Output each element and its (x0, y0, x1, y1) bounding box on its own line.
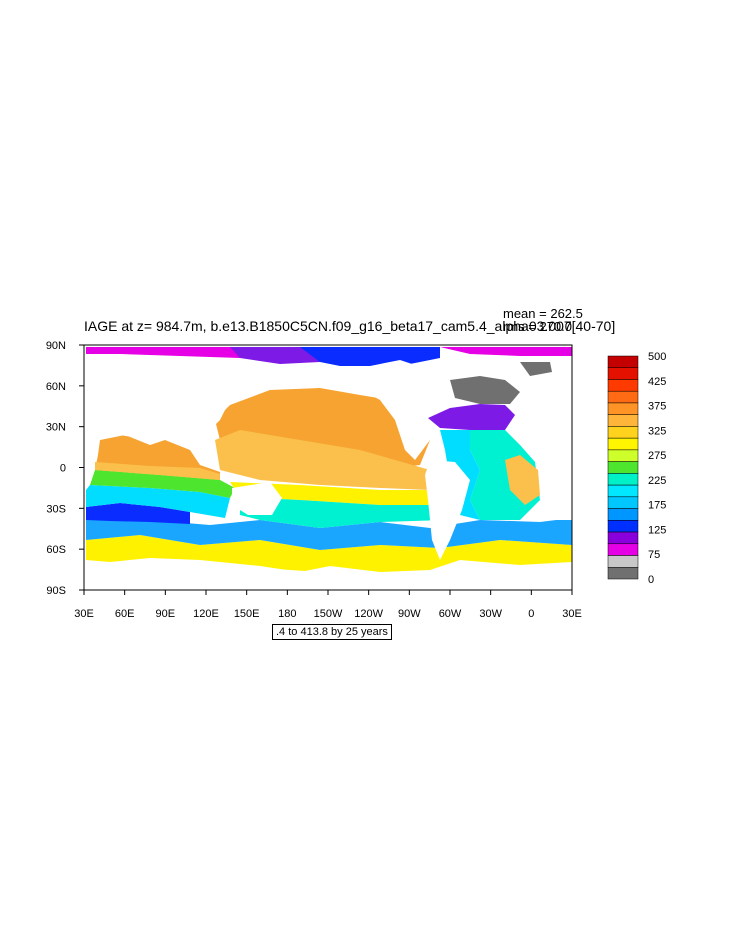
south-america (425, 460, 470, 560)
y-tick-label: 0 (60, 463, 66, 475)
colorbar-swatch (607, 367, 639, 380)
x-tick-label: 60W (439, 608, 462, 620)
x-tick-label: 90E (156, 608, 176, 620)
colorbar-swatch (607, 437, 639, 451)
y-tick-label: 90S (46, 585, 66, 597)
arctic-purple (230, 347, 320, 364)
colorbar-swatch (607, 567, 639, 580)
x-tick-label: 120E (193, 608, 219, 620)
colorbar-swatch (607, 461, 639, 474)
y-tick-label: 30S (46, 503, 66, 515)
colorbar-label: 275 (648, 450, 666, 462)
x-tick-label: 30E (74, 608, 94, 620)
x-tick-label: 120W (354, 608, 383, 620)
southern-ocean-yellow-band (86, 535, 572, 572)
south-indian-deepblue (86, 503, 190, 524)
rms-stat: rms = 270.0 (503, 319, 573, 334)
y-tick-label: 90N (46, 340, 66, 352)
x-axis: 30E 60E 90E 120E 150E 180 150W 120W 90W 60W 30W 0 30… (74, 590, 582, 620)
y-tick-label: 60S (46, 544, 66, 556)
x-tick-label: 150E (234, 608, 260, 620)
colorbar-label: 425 (648, 376, 666, 388)
colorbar-label: 75 (648, 549, 660, 561)
colorbar: 500 425 375 325 275 225 175 125 75 0 (607, 351, 666, 586)
colorbar-swatch (607, 543, 639, 556)
colorbar-label: 500 (648, 351, 666, 363)
pacific-south-cyan (240, 497, 445, 528)
southern-ocean-blue-band (86, 515, 572, 550)
antarctica (84, 560, 572, 590)
colorbar-swatch (607, 355, 639, 368)
y-tick-label: 60N (46, 381, 66, 393)
colorbar-swatch (607, 484, 639, 498)
colorbar-swatch (607, 531, 639, 545)
colorbar-label: 375 (648, 401, 666, 413)
colorbar-swatch (607, 473, 639, 486)
south-indian-green (90, 470, 235, 498)
map-title: IAGE at z= 984.7m, b.e13.B1850C5CN.f09_g… (84, 318, 616, 334)
colorbar-swatch (607, 414, 639, 427)
colorbar-swatch (607, 555, 639, 568)
y-tick-label: 30N (46, 422, 66, 434)
pacific-equatorial-lightorange (215, 430, 430, 490)
y-axis: 90N 60N 30N 0 30S 60S 90S (46, 340, 84, 597)
north-america (360, 360, 445, 460)
svalbard-ice (520, 362, 552, 376)
colorbar-label: 175 (648, 500, 666, 512)
x-tick-label: 60E (115, 608, 135, 620)
x-tick-label: 0 (528, 608, 534, 620)
colorbar-swatch (607, 402, 639, 415)
x-tick-label: 30W (479, 608, 502, 620)
colorbar-swatch (607, 426, 639, 439)
africa (520, 405, 572, 520)
mean-stat: mean = 262.5 (503, 306, 583, 321)
colorbar-swatch (607, 508, 639, 521)
south-indian-lightblue (86, 485, 230, 518)
ocean-field (84, 347, 572, 590)
colorbar-swatch (607, 379, 639, 392)
east-atlantic-orange (505, 455, 540, 505)
eurasia (86, 360, 260, 440)
contour-range-note: .4 to 413.8 by 25 years (272, 624, 392, 640)
colorbar-label: 225 (648, 475, 666, 487)
arctic-east-magenta (440, 347, 572, 356)
x-tick-label: 150W (314, 608, 343, 620)
colorbar-label: 125 (648, 524, 666, 536)
greenland-ice (450, 376, 520, 404)
x-tick-label: 30E (562, 608, 582, 620)
indian-ocean-lightorange (95, 462, 220, 480)
north-atlantic-purple (428, 404, 515, 430)
colorbar-swatch (607, 449, 639, 462)
colorbar-swatch (607, 520, 639, 533)
colorbar-swatch (607, 496, 639, 509)
colorbar-label: 0 (648, 574, 654, 586)
arctic-deepblue (300, 347, 440, 366)
colorbar-label: 325 (648, 425, 666, 437)
x-tick-label: 90W (398, 608, 421, 620)
pacific-south-yellow (230, 482, 440, 505)
x-tick-label: 180 (278, 608, 296, 620)
australia (232, 482, 282, 515)
colorbar-swatch (607, 390, 639, 404)
